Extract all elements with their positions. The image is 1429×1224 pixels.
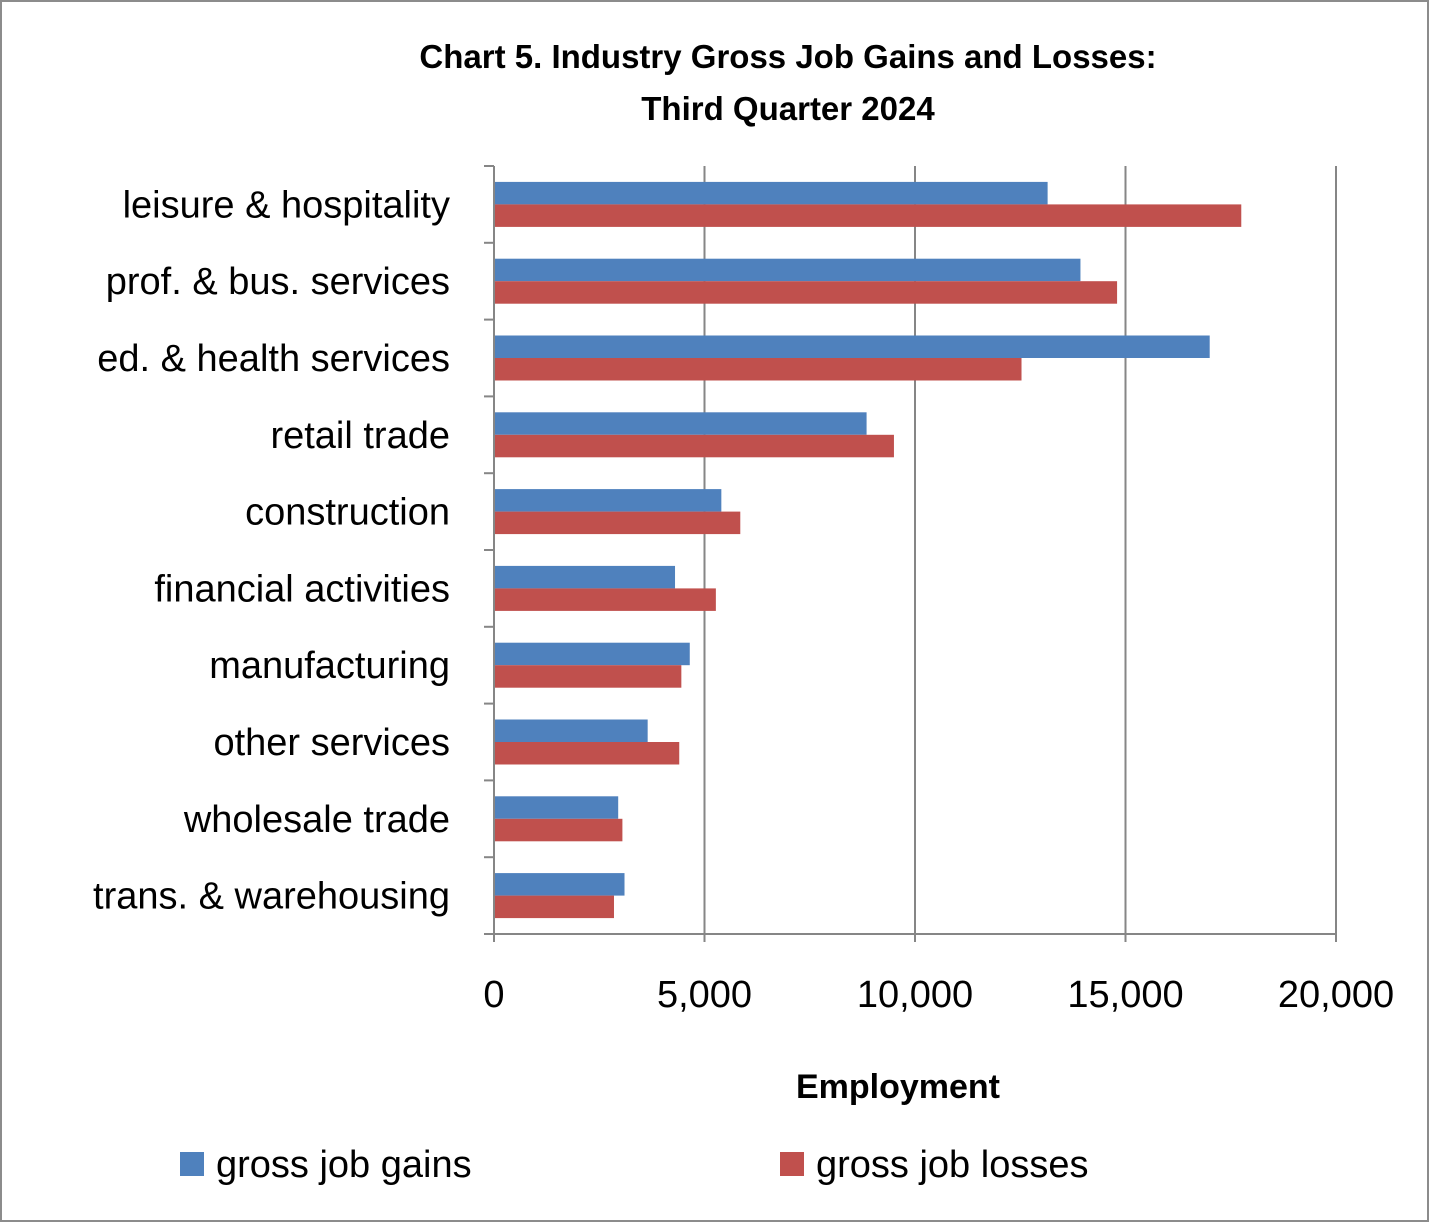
category-labels: leisure & hospitality prof. & bus. servic… [93, 184, 450, 917]
chart-title-line-2: Third Quarter 2024 [641, 90, 935, 127]
bar-gains-8 [494, 796, 619, 819]
category-label-3: retail trade [270, 415, 450, 457]
chart-title: Chart 5. Industry Gross Job Gains and Lo… [419, 38, 1156, 127]
bar-losses-2 [494, 358, 1022, 381]
x-tick-labels: 0 5,000 10,000 15,000 20,000 [483, 974, 1394, 1016]
bar-gains-7 [494, 719, 648, 742]
bar-gains-1 [494, 258, 1081, 282]
legend-swatch-gains [180, 1152, 204, 1176]
legend-label-losses: gross job losses [816, 1144, 1088, 1186]
bar-gains-3 [494, 412, 867, 435]
bar-gains-4 [494, 489, 722, 512]
bar-losses-3 [494, 434, 894, 458]
legend-label-gains: gross job gains [216, 1144, 472, 1186]
x-tick-label-0: 0 [483, 974, 504, 1016]
bar-losses-9 [494, 895, 614, 919]
x-tick-label-3: 15,000 [1067, 974, 1183, 1016]
bars [494, 181, 1242, 919]
category-label-2: ed. & health services [97, 338, 450, 380]
legend-swatch-losses [780, 1152, 804, 1176]
bar-losses-4 [494, 511, 741, 535]
axes [484, 165, 1337, 942]
category-label-9: trans. & warehousing [93, 876, 450, 918]
chart-title-line-1: Chart 5. Industry Gross Job Gains and Lo… [419, 38, 1156, 75]
x-axis-title: Employment [796, 1068, 1000, 1106]
bar-losses-1 [494, 281, 1118, 304]
bar-losses-8 [494, 818, 623, 842]
bar-gains-5 [494, 565, 676, 589]
x-tick-label-4: 20,000 [1278, 974, 1394, 1016]
category-label-5: financial activities [154, 568, 450, 610]
category-label-4: construction [245, 492, 450, 534]
bar-losses-5 [494, 588, 716, 611]
category-label-8: wholesale trade [183, 799, 450, 841]
bar-gains-6 [494, 642, 690, 666]
category-label-6: manufacturing [209, 645, 450, 687]
x-tick-label-1: 5,000 [657, 974, 752, 1016]
bar-losses-6 [494, 665, 682, 688]
bar-losses-0 [494, 204, 1242, 227]
category-label-0: leisure & hospitality [123, 184, 450, 226]
bar-gains-9 [494, 873, 625, 896]
x-tick-label-2: 10,000 [857, 974, 973, 1016]
category-label-1: prof. & bus. services [106, 261, 450, 303]
legend: gross job gains gross job losses [180, 1144, 1088, 1186]
category-label-7: other services [213, 722, 450, 764]
bar-losses-7 [494, 742, 680, 765]
bar-gains-2 [494, 335, 1210, 358]
bar-gains-0 [494, 181, 1048, 205]
